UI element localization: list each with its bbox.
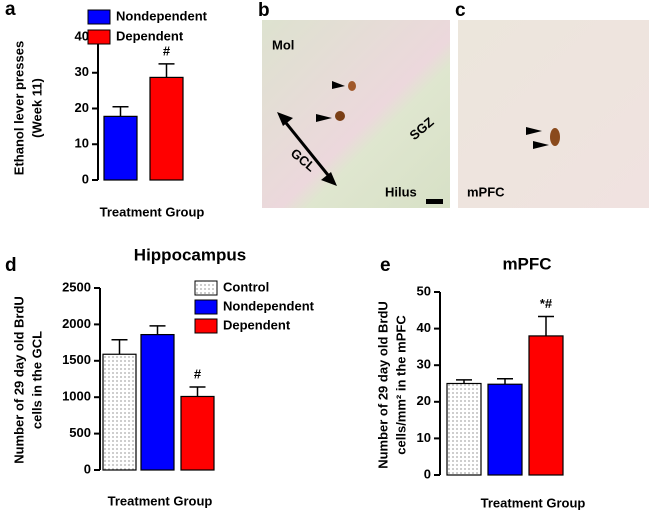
bar — [103, 115, 138, 181]
cell — [348, 81, 356, 91]
x-axis-label: Treatment Group — [481, 495, 586, 510]
legend-label: Dependent — [223, 317, 291, 332]
error-bar — [189, 386, 206, 397]
image-b: b Mol GCL SGZ Hilus — [258, 0, 450, 208]
bar — [180, 395, 215, 471]
image-label: mPFC — [467, 184, 505, 199]
cell — [550, 128, 560, 146]
cell — [335, 111, 345, 121]
y-tick-label: 1500 — [62, 352, 91, 367]
y-tick-label: 500 — [69, 425, 91, 440]
error-bar — [456, 379, 472, 384]
error-bar — [497, 377, 513, 385]
y-axis-label: Number of 29 day old BrdU — [375, 301, 390, 469]
arrowhead — [316, 114, 332, 122]
y-tick-label: 30 — [75, 64, 89, 79]
y-tick-label: 20 — [75, 100, 89, 115]
chart-title: Hippocampus — [134, 245, 246, 264]
bar — [102, 353, 137, 471]
bar — [140, 333, 175, 471]
y-tick-label: 50 — [417, 283, 431, 298]
annotation: # — [163, 43, 171, 58]
bar — [446, 382, 482, 476]
annotation: # — [194, 366, 202, 381]
x-axis-label: Treatment Group — [100, 204, 205, 219]
y-tick-label: 20 — [417, 393, 431, 408]
bar — [487, 383, 523, 476]
y-tick-label: 10 — [75, 136, 89, 151]
arrowhead — [526, 127, 542, 135]
legend-swatch — [194, 318, 218, 334]
arrowhead — [277, 112, 293, 126]
y-tick-label: 0 — [84, 461, 91, 476]
panel-letter: a — [5, 0, 16, 20]
y-tick-label: 2500 — [62, 279, 91, 294]
legend-label: Dependent — [116, 28, 184, 43]
y-tick-label: 10 — [417, 430, 431, 445]
error-bar — [112, 105, 129, 117]
arrowhead — [533, 141, 549, 149]
y-tick-label: 2000 — [62, 316, 91, 331]
y-axis-label: cells in the GCL — [29, 331, 44, 429]
legend-label: Nondependent — [223, 298, 315, 313]
y-axis-label: cells/mm² in the mPFC — [393, 315, 408, 455]
y-tick-label: 0 — [424, 466, 431, 481]
legend-swatch — [194, 280, 218, 296]
x-axis-label: Treatment Group — [108, 493, 213, 508]
y-tick-label: 40 — [417, 320, 431, 335]
panel-letter: c — [455, 0, 466, 21]
panel-letter: e — [380, 255, 391, 276]
image-label: Mol — [272, 37, 294, 52]
y-tick-label: 0 — [82, 171, 89, 186]
image-label: Hilus — [385, 184, 417, 199]
legend-swatch — [194, 299, 218, 315]
bar — [149, 76, 184, 181]
legend-label: Nondependent — [116, 8, 208, 23]
arrow — [280, 117, 334, 181]
image-c: c mPFC — [455, 0, 649, 208]
chart-title: mPFC — [502, 254, 551, 273]
panel-letter: b — [258, 0, 270, 21]
micrograph — [458, 20, 649, 208]
error-bar — [158, 63, 175, 78]
y-tick-label: 1000 — [62, 389, 91, 404]
y-axis-label: Ethanol lever presses — [11, 41, 26, 175]
scale-bar — [426, 199, 443, 204]
y-axis-label: (Week 11) — [29, 78, 44, 138]
legend-swatch — [87, 9, 111, 25]
legend-swatch — [87, 29, 111, 45]
y-axis-label: Number of 29 day old BrdU — [11, 296, 26, 464]
bar — [528, 335, 564, 476]
arrowhead — [332, 81, 345, 89]
y-tick-label: 30 — [417, 357, 431, 372]
panel-letter: d — [5, 255, 17, 276]
arrowhead — [321, 172, 337, 186]
error-bar — [111, 338, 128, 355]
micrograph — [262, 20, 450, 208]
error-bar — [149, 325, 166, 335]
annotation: *# — [540, 296, 553, 311]
y-tick-label: 40 — [75, 28, 89, 43]
error-bar — [538, 315, 554, 336]
legend-label: Control — [223, 279, 269, 294]
